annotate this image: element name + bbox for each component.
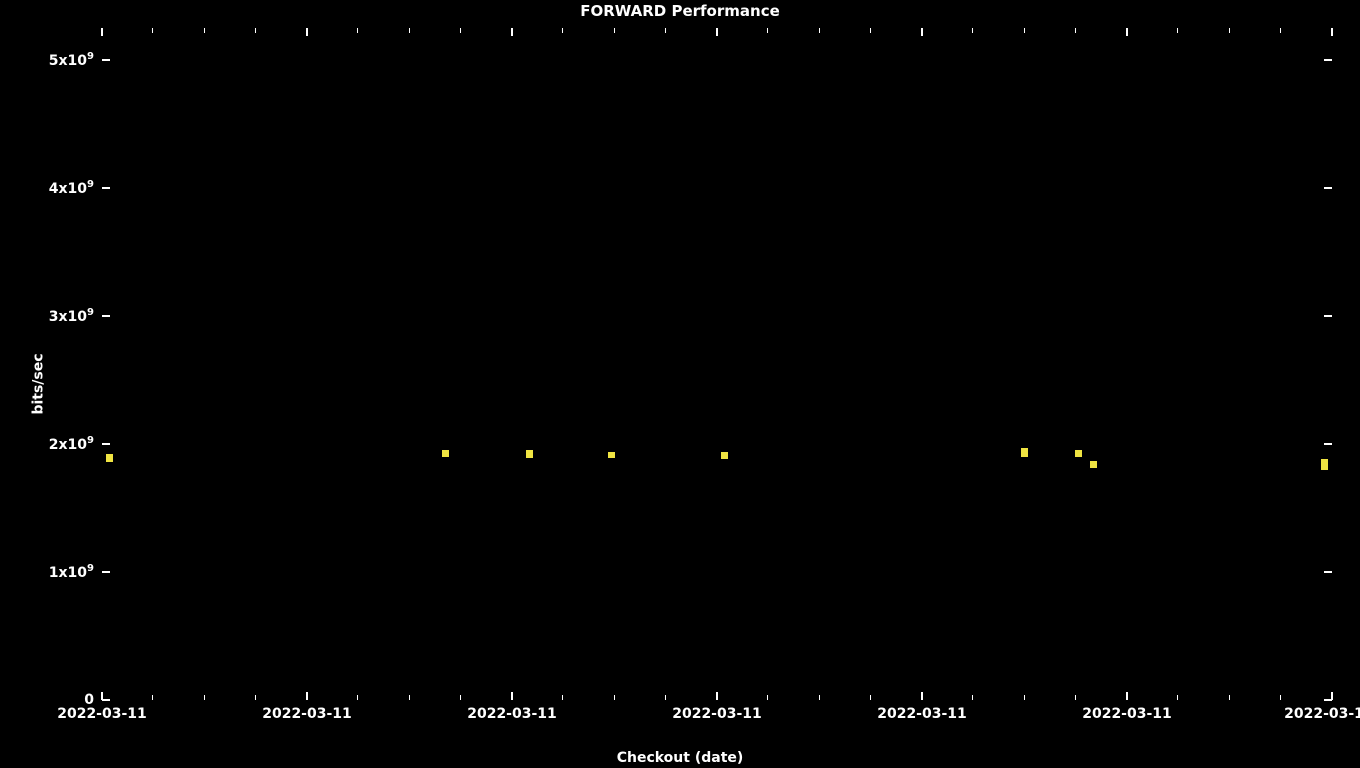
x-tick-label: 2022-03-11 — [1082, 706, 1172, 722]
x-tick-label: 2022-03-11 — [57, 706, 147, 722]
x-minor-tick-mark — [204, 28, 205, 33]
data-bar — [442, 450, 449, 456]
x-minor-tick-mark — [614, 28, 615, 33]
chart-title: FORWARD Performance — [0, 2, 1360, 20]
x-minor-tick-mark — [460, 695, 461, 700]
x-minor-tick-mark — [819, 695, 820, 700]
x-minor-tick-mark — [460, 28, 461, 33]
x-tick-label: 2022-03-11 — [262, 706, 352, 722]
x-minor-tick-mark — [562, 695, 563, 700]
y-tick-mark — [102, 443, 110, 445]
x-minor-tick-mark — [665, 695, 666, 700]
y-tick-mark — [102, 699, 110, 701]
x-tick-mark — [101, 692, 103, 700]
x-minor-tick-mark — [1280, 695, 1281, 700]
data-bar — [608, 452, 615, 458]
x-tick-label: 2022-03-11 — [672, 706, 762, 722]
x-minor-tick-mark — [357, 28, 358, 33]
x-tick-mark — [306, 28, 308, 36]
y-tick-mark — [102, 187, 110, 189]
x-minor-tick-mark — [1075, 28, 1076, 33]
x-axis-label: Checkout (date) — [0, 750, 1360, 766]
x-tick-mark — [511, 692, 513, 700]
x-minor-tick-mark — [972, 695, 973, 700]
x-tick-mark — [306, 692, 308, 700]
x-minor-tick-mark — [767, 28, 768, 33]
x-tick-label: 2022-03-11 — [877, 706, 967, 722]
data-bar — [526, 450, 533, 458]
x-tick-mark — [921, 692, 923, 700]
x-minor-tick-mark — [1024, 28, 1025, 33]
x-minor-tick-mark — [152, 695, 153, 700]
x-minor-tick-mark — [870, 695, 871, 700]
x-minor-tick-mark — [204, 695, 205, 700]
x-minor-tick-mark — [665, 28, 666, 33]
x-minor-tick-mark — [819, 28, 820, 33]
x-tick-mark — [1331, 692, 1333, 700]
data-bar — [1075, 450, 1082, 456]
x-minor-tick-mark — [255, 28, 256, 33]
x-tick-mark — [1126, 692, 1128, 700]
x-tick-mark — [511, 28, 513, 36]
x-minor-tick-mark — [1075, 695, 1076, 700]
y-tick-mark — [102, 571, 110, 573]
x-minor-tick-mark — [1280, 28, 1281, 33]
data-bar — [721, 452, 728, 460]
x-minor-tick-mark — [409, 28, 410, 33]
x-tick-mark — [921, 28, 923, 36]
y-axis-label: bits/sec — [31, 353, 47, 414]
y-tick-mark — [102, 59, 110, 61]
data-bar — [106, 454, 113, 462]
y-tick-mark — [1324, 443, 1332, 445]
x-minor-tick-mark — [409, 695, 410, 700]
x-minor-tick-mark — [1177, 28, 1178, 33]
y-tick-mark — [1324, 315, 1332, 317]
x-minor-tick-mark — [870, 28, 871, 33]
y-tick-mark — [1324, 571, 1332, 573]
x-minor-tick-mark — [1177, 695, 1178, 700]
x-minor-tick-mark — [1229, 695, 1230, 700]
data-bar — [1090, 461, 1097, 469]
y-tick-mark — [1324, 187, 1332, 189]
x-minor-tick-mark — [767, 695, 768, 700]
y-tick-mark — [1324, 59, 1332, 61]
x-tick-mark — [101, 28, 103, 36]
data-bar — [1321, 459, 1328, 469]
x-minor-tick-mark — [152, 28, 153, 33]
x-minor-tick-mark — [255, 695, 256, 700]
chart-container: FORWARD Performance bits/sec Checkout (d… — [0, 0, 1360, 768]
x-tick-mark — [1126, 28, 1128, 36]
x-tick-mark — [1331, 28, 1333, 36]
x-tick-label: 2022-03-1 — [1284, 706, 1360, 722]
data-bar — [1021, 448, 1028, 457]
x-tick-label: 2022-03-11 — [467, 706, 557, 722]
plot-area — [102, 28, 1332, 700]
x-tick-mark — [716, 28, 718, 36]
y-tick-mark — [102, 315, 110, 317]
x-minor-tick-mark — [614, 695, 615, 700]
x-minor-tick-mark — [357, 695, 358, 700]
x-minor-tick-mark — [972, 28, 973, 33]
x-tick-mark — [716, 692, 718, 700]
x-minor-tick-mark — [1024, 695, 1025, 700]
x-minor-tick-mark — [562, 28, 563, 33]
x-minor-tick-mark — [1229, 28, 1230, 33]
